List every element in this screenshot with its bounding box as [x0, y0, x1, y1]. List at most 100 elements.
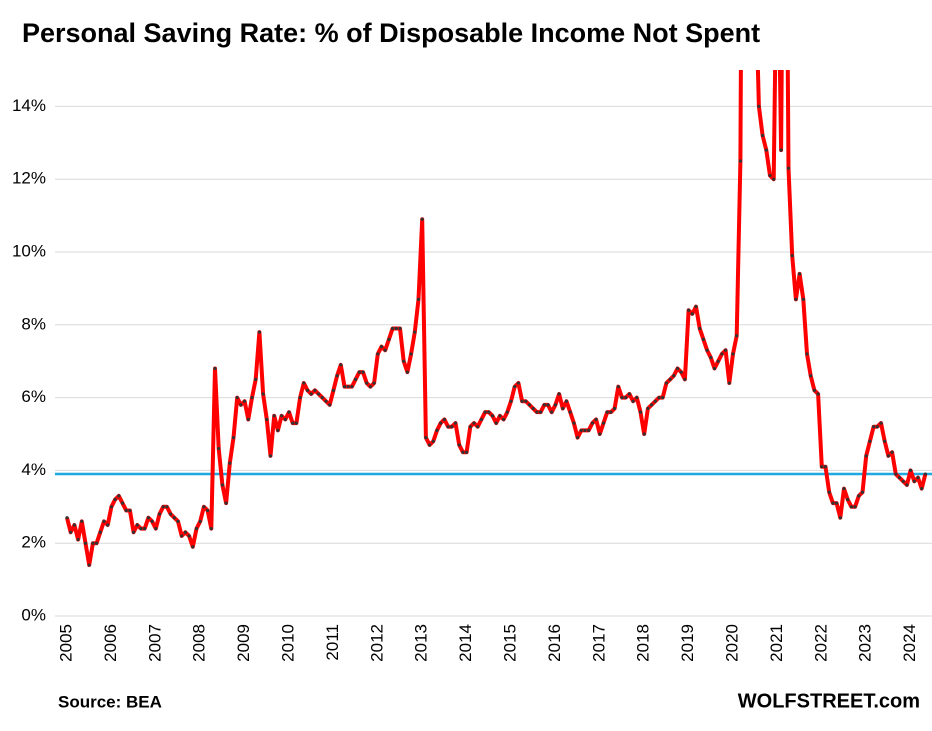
data-point	[546, 403, 550, 407]
data-point	[442, 417, 446, 422]
data-point	[694, 305, 698, 309]
data-point	[357, 370, 361, 374]
data-point	[317, 392, 321, 396]
data-point	[757, 104, 761, 108]
data-point	[720, 352, 724, 356]
x-tick-label: 2020	[722, 624, 741, 662]
data-point	[616, 385, 620, 389]
data-point	[712, 366, 717, 371]
data-point	[143, 527, 147, 531]
data-point	[768, 173, 772, 178]
data-point	[668, 377, 672, 381]
data-point	[180, 534, 184, 538]
x-tick-label: 2017	[589, 624, 608, 662]
data-point	[402, 359, 406, 363]
data-point	[738, 159, 743, 163]
data-point	[379, 345, 384, 349]
data-point	[794, 297, 798, 301]
data-point	[535, 410, 539, 414]
data-point	[376, 352, 380, 356]
x-tick-label: 2013	[412, 624, 431, 662]
x-tick-label: 2023	[856, 624, 875, 662]
x-tick-label: 2018	[634, 624, 653, 662]
credit: WOLFSTREET.com	[738, 690, 920, 712]
data-point	[509, 399, 513, 403]
x-tick-label: 2005	[56, 624, 75, 662]
data-point	[291, 421, 295, 425]
data-point	[690, 312, 694, 316]
data-point	[735, 334, 739, 338]
data-point	[187, 534, 191, 538]
data-point	[276, 428, 280, 432]
data-point	[772, 177, 776, 181]
data-point	[672, 374, 676, 378]
data-point	[912, 479, 916, 483]
data-point	[823, 465, 828, 469]
grid	[55, 105, 932, 617]
data-point	[786, 166, 791, 170]
data-point	[298, 396, 302, 400]
data-point	[191, 545, 195, 549]
data-point	[465, 450, 469, 454]
data-point	[72, 523, 76, 527]
data-point	[635, 396, 639, 400]
data-point	[494, 421, 498, 425]
x-tick-label: 2022	[811, 624, 830, 662]
data-point	[564, 399, 569, 403]
data-point	[391, 326, 395, 331]
data-point	[387, 337, 391, 341]
data-point	[106, 523, 110, 527]
data-point	[620, 396, 624, 400]
x-tick-label: 2019	[678, 624, 697, 662]
data-point	[860, 490, 865, 494]
data-point	[428, 443, 432, 447]
data-point	[109, 505, 113, 509]
data-point	[413, 330, 417, 334]
data-point	[487, 410, 491, 414]
data-point	[576, 436, 580, 440]
data-point	[139, 527, 143, 531]
data-point	[812, 388, 817, 392]
data-point	[398, 326, 402, 331]
data-point	[524, 399, 528, 403]
data-point	[76, 537, 80, 542]
data-point	[598, 432, 602, 436]
data-point	[224, 501, 228, 505]
data-point	[117, 494, 121, 498]
data-point	[324, 399, 328, 403]
data-point	[128, 508, 132, 513]
data-point	[542, 403, 546, 407]
data-point	[901, 479, 905, 483]
data-point	[405, 370, 409, 374]
data-point	[520, 399, 524, 403]
data-point	[857, 494, 861, 498]
y-tick-label: 10%	[12, 241, 46, 260]
data-point	[701, 337, 706, 341]
data-point	[638, 410, 643, 414]
data-point	[909, 468, 913, 472]
data-point	[809, 374, 813, 378]
data-point	[250, 396, 254, 400]
x-tick-label: 2024	[900, 624, 919, 662]
data-point	[65, 516, 69, 520]
data-point	[916, 476, 920, 480]
data-point	[761, 133, 765, 138]
data-point	[239, 403, 243, 407]
data-point	[80, 519, 84, 523]
data-point	[69, 530, 73, 534]
data-point	[198, 519, 202, 523]
data-point	[231, 436, 236, 440]
data-point	[872, 425, 876, 429]
data-point	[842, 487, 846, 491]
data-point	[835, 501, 839, 505]
data-point	[431, 439, 435, 443]
y-tick-label: 6%	[21, 387, 46, 406]
data-point	[698, 326, 702, 331]
data-point	[875, 425, 879, 429]
data-point	[294, 421, 298, 425]
data-point	[675, 366, 680, 371]
data-point	[394, 326, 398, 331]
data-point	[157, 512, 162, 516]
data-point	[516, 381, 521, 385]
